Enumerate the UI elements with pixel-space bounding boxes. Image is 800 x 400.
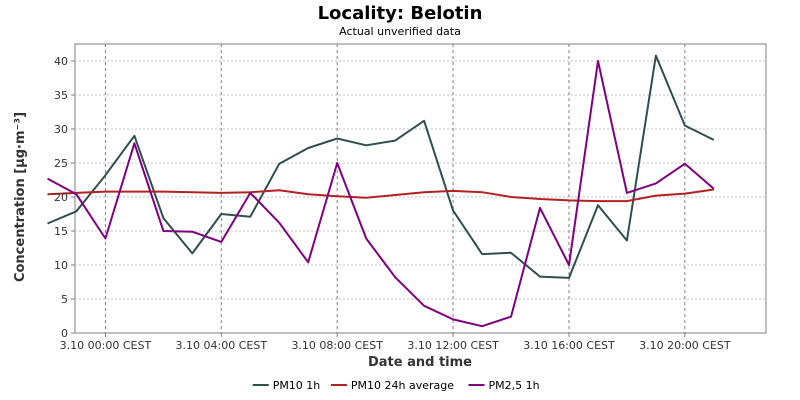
y-tick-label: 40	[54, 55, 68, 68]
series-line-2	[47, 188, 714, 203]
legend-label: PM10 24h average	[351, 379, 454, 392]
x-tick-label: 3.10 08:00 CEST	[291, 339, 383, 352]
chart-subtitle: Actual unverified data	[339, 25, 461, 38]
grid	[75, 44, 766, 333]
y-tick-label: 5	[61, 293, 68, 306]
x-tick-label: 3.10 04:00 CEST	[176, 339, 268, 352]
legend: PM10 1h PM10 24h average PM2,5 1h	[252, 379, 540, 392]
y-axis-ticks: 0 5 10 15 20 25 30 35 40	[54, 55, 75, 340]
y-axis-label: Concentration [µg·m⁻³]	[13, 112, 28, 282]
x-tick-label: 3.10 00:00 CEST	[60, 339, 152, 352]
series-line-1	[47, 54, 715, 279]
legend-label: PM10 1h	[273, 379, 321, 392]
y-tick-label: 30	[54, 123, 68, 136]
x-tick-label: 3.10 12:00 CEST	[407, 339, 499, 352]
series-line-3	[47, 60, 715, 328]
legend-label: PM2,5 1h	[489, 379, 540, 392]
x-tick-label: 3.10 16:00 CEST	[523, 339, 615, 352]
series-lines	[47, 54, 715, 328]
y-tick-label: 0	[61, 327, 68, 340]
x-axis-ticks: 3.10 00:00 CEST 3.10 04:00 CEST 3.10 08:00…	[60, 333, 731, 352]
x-tick-label: 3.10 20:00 CEST	[639, 339, 731, 352]
chart-title: Locality: Belotin	[318, 3, 483, 24]
y-tick-label: 15	[54, 225, 68, 238]
y-tick-label: 10	[54, 259, 68, 272]
y-tick-label: 20	[54, 191, 68, 204]
y-tick-label: 25	[54, 157, 68, 170]
x-axis-label: Date and time	[368, 355, 472, 370]
y-tick-label: 35	[54, 89, 68, 102]
plot-area	[74, 43, 767, 334]
